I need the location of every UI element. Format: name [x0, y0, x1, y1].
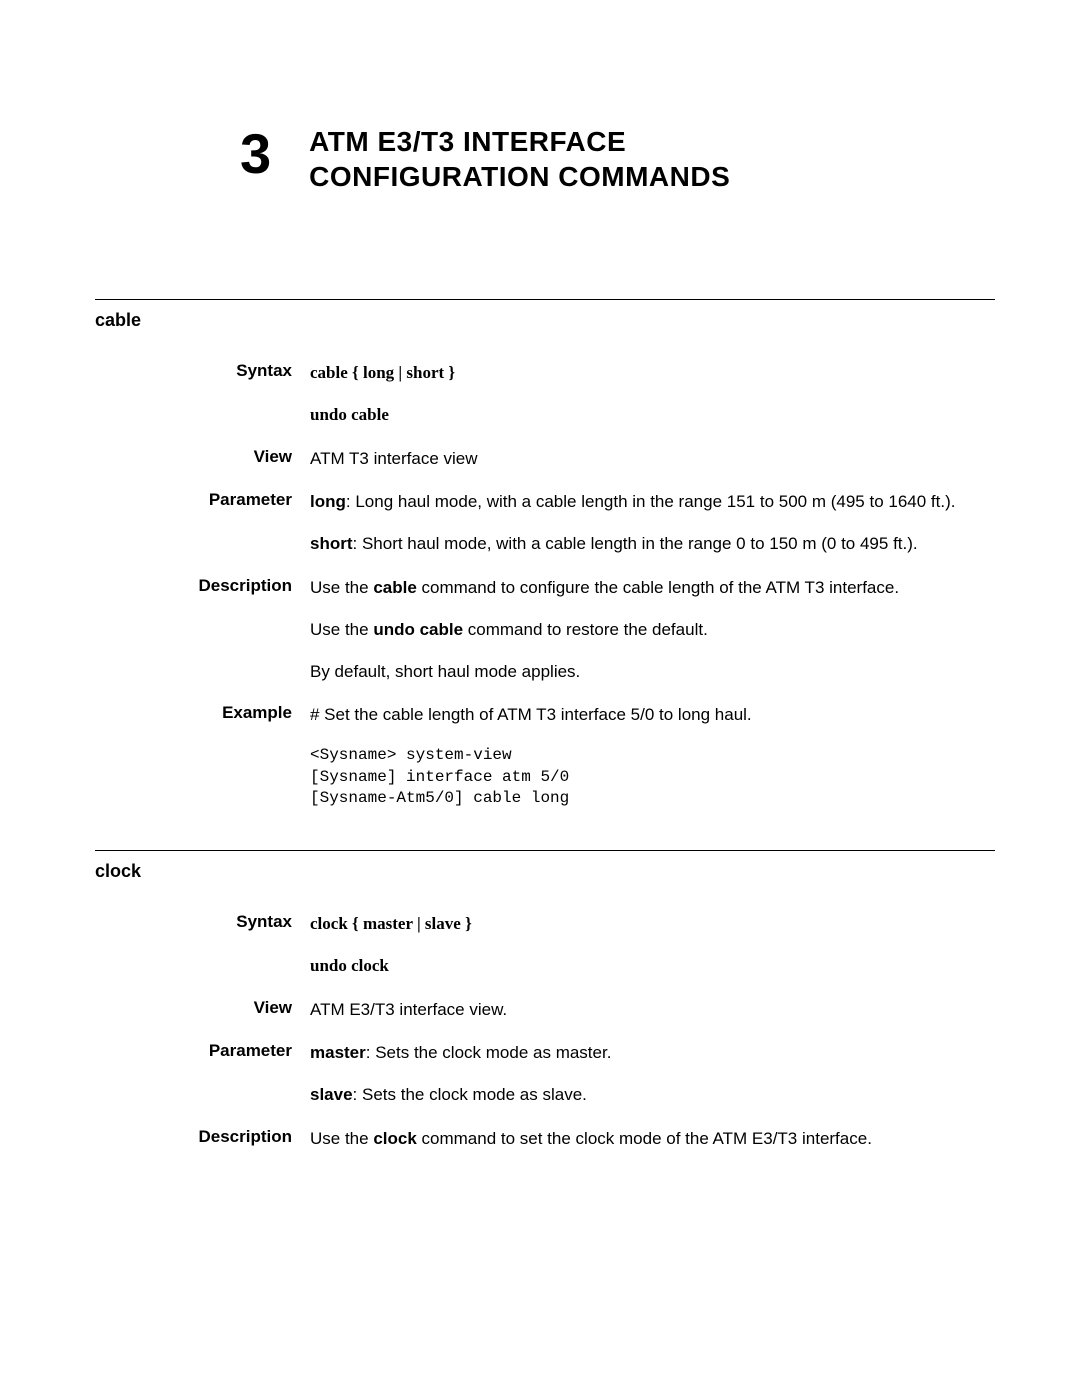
view-text-clock: ATM E3/T3 interface view. [310, 998, 995, 1022]
desc-clock-p1-cmd: clock [373, 1129, 416, 1148]
row-view: View ATM T3 interface view [95, 447, 995, 471]
param-long-desc: : Long haul mode, with a cable length in… [346, 492, 956, 511]
desc-p1-cmd: cable [373, 578, 416, 597]
content-view: ATM T3 interface view [310, 447, 995, 471]
param-slave: slave: Sets the clock mode as slave. [310, 1083, 995, 1107]
desc-p3: By default, short haul mode applies. [310, 660, 995, 684]
param-slave-name: slave [310, 1085, 353, 1104]
label-view-clock: View [95, 998, 310, 1022]
syntax-text-clock: clock { master | slave } [310, 912, 995, 936]
content-description: Use the cable command to configure the c… [310, 576, 995, 683]
desc-p1: Use the cable command to configure the c… [310, 576, 995, 600]
desc-clock-p1-pre: Use the [310, 1129, 373, 1148]
label-parameter-clock: Parameter [95, 1041, 310, 1107]
example-code: <Sysname> system-view [Sysname] interfac… [310, 745, 995, 810]
param-master-name: master [310, 1043, 366, 1062]
undo-text-clock: undo clock [310, 954, 995, 978]
desc-clock-p1-post: command to set the clock mode of the ATM… [417, 1129, 872, 1148]
param-short-desc: : Short haul mode, with a cable length i… [353, 534, 918, 553]
chapter-number: 3 [240, 120, 271, 182]
row-syntax-clock: Syntax clock { master | slave } undo clo… [95, 912, 995, 978]
row-syntax: Syntax cable { long | short } undo cable [95, 361, 995, 427]
section-divider-2 [95, 850, 995, 851]
desc-p1-post: command to configure the cable length of… [417, 578, 899, 597]
content-example: # Set the cable length of ATM T3 interfa… [310, 703, 995, 810]
param-long: long: Long haul mode, with a cable lengt… [310, 490, 995, 514]
desc-p2-pre: Use the [310, 620, 373, 639]
row-description: Description Use the cable command to con… [95, 576, 995, 683]
section-clock: clock Syntax clock { master | slave } un… [95, 861, 995, 1151]
label-description: Description [95, 576, 310, 683]
content-syntax: cable { long | short } undo cable [310, 361, 995, 427]
example-intro: # Set the cable length of ATM T3 interfa… [310, 703, 995, 727]
param-long-name: long [310, 492, 346, 511]
chapter-header: 3 ATM E3/T3 INTERFACE CONFIGURATION COMM… [240, 120, 995, 194]
label-parameter: Parameter [95, 490, 310, 556]
label-syntax: Syntax [95, 361, 310, 427]
param-short-name: short [310, 534, 353, 553]
label-syntax-clock: Syntax [95, 912, 310, 978]
row-parameter-clock: Parameter master: Sets the clock mode as… [95, 1041, 995, 1107]
param-slave-desc: : Sets the clock mode as slave. [353, 1085, 587, 1104]
content-syntax-clock: clock { master | slave } undo clock [310, 912, 995, 978]
desc-p1-pre: Use the [310, 578, 373, 597]
content-parameter: long: Long haul mode, with a cable lengt… [310, 490, 995, 556]
page: 3 ATM E3/T3 INTERFACE CONFIGURATION COMM… [0, 0, 1080, 1397]
row-example: Example # Set the cable length of ATM T3… [95, 703, 995, 810]
row-description-clock: Description Use the clock command to set… [95, 1127, 995, 1151]
view-text: ATM T3 interface view [310, 447, 995, 471]
content-parameter-clock: master: Sets the clock mode as master. s… [310, 1041, 995, 1107]
chapter-title-line1: ATM E3/T3 INTERFACE [309, 126, 626, 157]
desc-p2-post: command to restore the default. [463, 620, 708, 639]
section-heading-clock: clock [95, 861, 995, 882]
param-master-desc: : Sets the clock mode as master. [366, 1043, 612, 1062]
label-description-clock: Description [95, 1127, 310, 1151]
undo-text: undo cable [310, 403, 995, 427]
row-view-clock: View ATM E3/T3 interface view. [95, 998, 995, 1022]
syntax-text: cable { long | short } [310, 361, 995, 385]
content-description-clock: Use the clock command to set the clock m… [310, 1127, 995, 1151]
chapter-title: ATM E3/T3 INTERFACE CONFIGURATION COMMAN… [309, 120, 730, 194]
label-view: View [95, 447, 310, 471]
desc-clock-p1: Use the clock command to set the clock m… [310, 1127, 995, 1151]
section-heading-cable: cable [95, 310, 995, 331]
label-example: Example [95, 703, 310, 810]
row-parameter: Parameter long: Long haul mode, with a c… [95, 490, 995, 556]
param-short: short: Short haul mode, with a cable len… [310, 532, 995, 556]
section-divider [95, 299, 995, 300]
desc-p2-cmd: undo cable [373, 620, 463, 639]
content-view-clock: ATM E3/T3 interface view. [310, 998, 995, 1022]
param-master: master: Sets the clock mode as master. [310, 1041, 995, 1065]
chapter-title-line2: CONFIGURATION COMMANDS [309, 161, 730, 192]
desc-p2: Use the undo cable command to restore th… [310, 618, 995, 642]
section-cable: cable Syntax cable { long | short } undo… [95, 310, 995, 810]
